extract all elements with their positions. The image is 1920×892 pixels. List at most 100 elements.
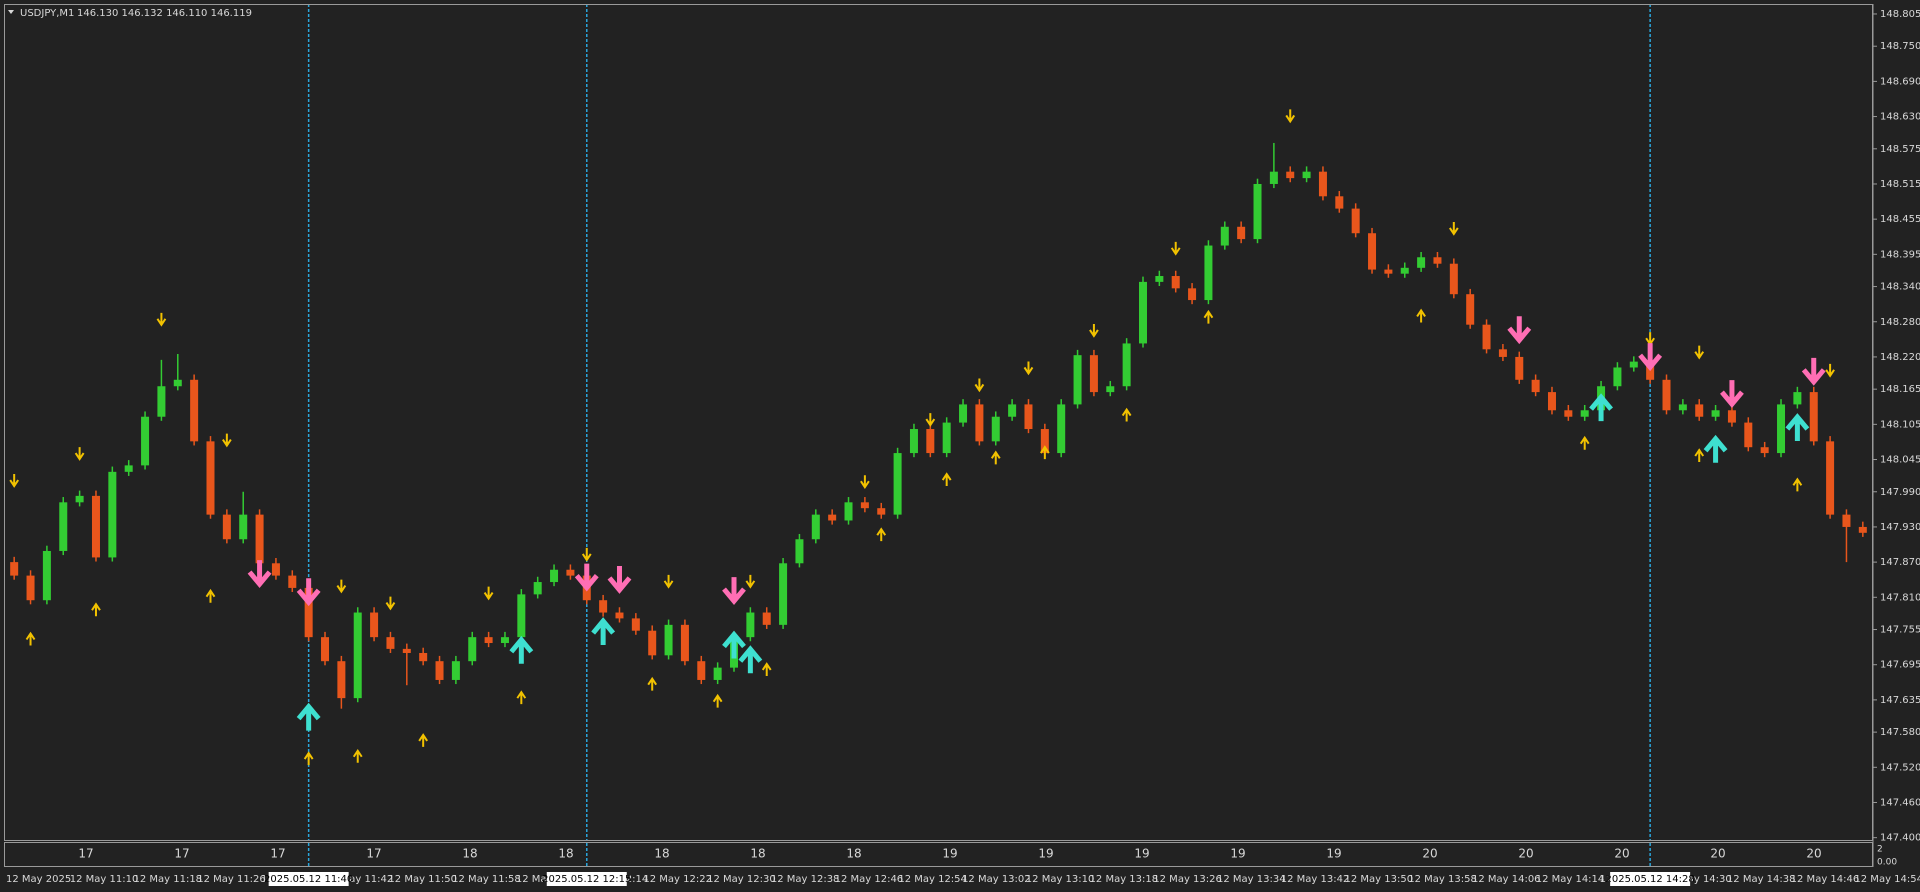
x-tick-label: 12 May 13:26 (1153, 874, 1222, 885)
candle-body (288, 575, 297, 588)
y-tick-label: 148.690 (1880, 76, 1920, 87)
candle-body (1564, 410, 1573, 417)
x-tick-label: 12 May 12:38 (771, 874, 840, 885)
signal-arrow (1203, 309, 1214, 324)
signal-arrow (974, 378, 985, 393)
candle-body (1318, 171, 1327, 197)
indicator-label: 17 (174, 847, 189, 861)
signal-arrow (483, 586, 494, 601)
candle-body (124, 465, 133, 472)
candle-body (1204, 245, 1213, 301)
signal-arrow (25, 631, 36, 646)
candle-body (1040, 429, 1049, 454)
x-tick-label: 12 May 11:50 (388, 874, 457, 885)
symbol-menu-icon[interactable] (8, 10, 14, 14)
signal-arrow (418, 733, 429, 747)
signal-arrow (607, 565, 632, 594)
x-tick-label: 12 May 11:42 (325, 874, 394, 885)
candle-body (91, 495, 100, 558)
candle-body (75, 495, 84, 503)
candle-body (1580, 410, 1589, 417)
candle-body (762, 612, 771, 625)
signal-arrow (1694, 345, 1705, 360)
candle-body (893, 453, 902, 515)
candle-body (566, 569, 575, 576)
candle-body (1613, 367, 1622, 387)
candle-body (353, 612, 362, 699)
candle-body (909, 429, 918, 454)
candle-body (860, 502, 869, 509)
signal-arrow (574, 563, 599, 592)
candle-body (664, 624, 673, 656)
y-tick-label: 148.455 (1880, 214, 1920, 225)
signal-arrow (296, 702, 321, 731)
candle-body (321, 637, 330, 662)
candle-body (435, 661, 444, 680)
candle-body (1122, 343, 1131, 387)
signal-arrow (712, 693, 723, 708)
candle-body (1809, 392, 1818, 442)
candle-body (419, 652, 428, 662)
y-tick-label: 148.575 (1880, 144, 1920, 155)
signal-arrow (941, 472, 952, 487)
signal-arrow (745, 574, 756, 589)
candle-body (42, 550, 51, 601)
header-quote: 146.130 146.132 146.110 146.119 (77, 8, 252, 19)
candle-body (1678, 404, 1687, 411)
candle-body (975, 404, 984, 442)
candle-body (1629, 361, 1638, 368)
y-tick-label: 147.930 (1880, 522, 1920, 533)
signal-arrow (1638, 343, 1663, 372)
candle-body (1008, 404, 1017, 417)
indicator-label: 19 (1230, 847, 1245, 861)
candle-body (1106, 386, 1115, 393)
candle-body (1498, 349, 1507, 357)
y-tick-label: 147.635 (1880, 695, 1920, 706)
signal-arrow (1448, 221, 1459, 236)
candle-body (1858, 526, 1867, 533)
candle-body (484, 637, 493, 644)
candle-body (1662, 379, 1671, 411)
signal-arrow (74, 447, 85, 461)
indicator-label: 18 (462, 847, 477, 861)
indicator-label: 18 (846, 847, 861, 861)
candle-body (1269, 171, 1278, 184)
candle-body (1760, 447, 1769, 454)
indicator-label: 19 (942, 847, 957, 861)
candle-body (304, 587, 313, 638)
signal-arrow (738, 645, 763, 674)
signal-arrow (247, 560, 272, 588)
y-tick-label: 147.990 (1880, 487, 1920, 498)
x-tick-label: 12 May 11:58 (452, 874, 521, 885)
x-tick-label: 12 May 13:50 (1345, 874, 1414, 885)
x-tick-label: 12 May 11:10 (70, 874, 139, 885)
signal-arrow (1694, 448, 1705, 463)
indicator-label: 17 (366, 847, 381, 861)
signal-arrow (1579, 435, 1590, 450)
x-tick-label: 12 May 14:06 (1472, 874, 1541, 885)
candle-body (1547, 392, 1556, 411)
candle-body (877, 508, 886, 515)
signal-arrow (385, 596, 396, 611)
y-tick-label: 148.395 (1880, 249, 1920, 260)
candle-body (108, 471, 117, 558)
x-tick-label: 12 May 11:18 (133, 874, 202, 885)
candle-body (402, 648, 411, 653)
signal-arrow (1703, 434, 1728, 463)
candle-body (1024, 404, 1033, 430)
signal-arrow (9, 474, 20, 488)
y-tick-label: 148.805 (1880, 9, 1920, 20)
x-tick-label: 12 May 12:54 (898, 874, 967, 885)
candle-body (59, 502, 68, 551)
candle-body (1482, 324, 1491, 350)
indicator-label: 19 (1038, 847, 1053, 861)
x-tick-label: 12 May 14:46 (1791, 874, 1860, 885)
signal-arrow (581, 547, 592, 562)
y-tick-label: 148.340 (1880, 282, 1920, 293)
x-tick-label: 12 May 11:26 (197, 874, 266, 885)
candle-body (1793, 392, 1802, 405)
candle-body (1351, 208, 1360, 234)
candle-body (1433, 257, 1442, 264)
y-tick-label: 148.045 (1880, 455, 1920, 466)
